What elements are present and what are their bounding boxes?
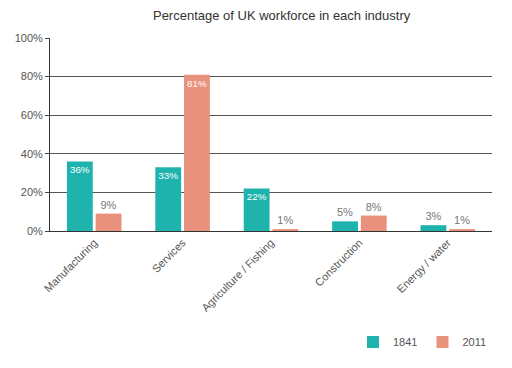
svg-text:Agriculture / Fishing: Agriculture / Fishing [199,237,276,314]
svg-text:1841: 1841 [393,336,417,348]
svg-text:60%: 60% [21,109,43,121]
svg-text:Services: Services [150,236,189,275]
svg-text:3%: 3% [425,210,441,222]
svg-text:9%: 9% [101,199,117,211]
svg-text:0%: 0% [27,225,43,237]
svg-text:20%: 20% [21,186,43,198]
svg-text:Percentage of UK workforce in: Percentage of UK workforce in each indus… [153,8,411,23]
svg-text:Construction: Construction [313,237,365,289]
svg-text:40%: 40% [21,148,43,160]
svg-text:36%: 36% [70,164,90,175]
svg-text:Energy / water: Energy / water [394,236,453,295]
svg-text:1%: 1% [454,214,470,226]
svg-text:Manufacturing: Manufacturing [42,237,100,295]
svg-text:80%: 80% [21,70,43,82]
svg-text:33%: 33% [158,170,178,181]
svg-text:5%: 5% [337,206,353,218]
svg-text:2011: 2011 [462,336,486,348]
svg-text:8%: 8% [366,201,382,213]
svg-text:81%: 81% [187,78,207,89]
svg-text:22%: 22% [247,191,267,202]
svg-text:1%: 1% [277,214,293,226]
svg-text:100%: 100% [15,32,43,44]
